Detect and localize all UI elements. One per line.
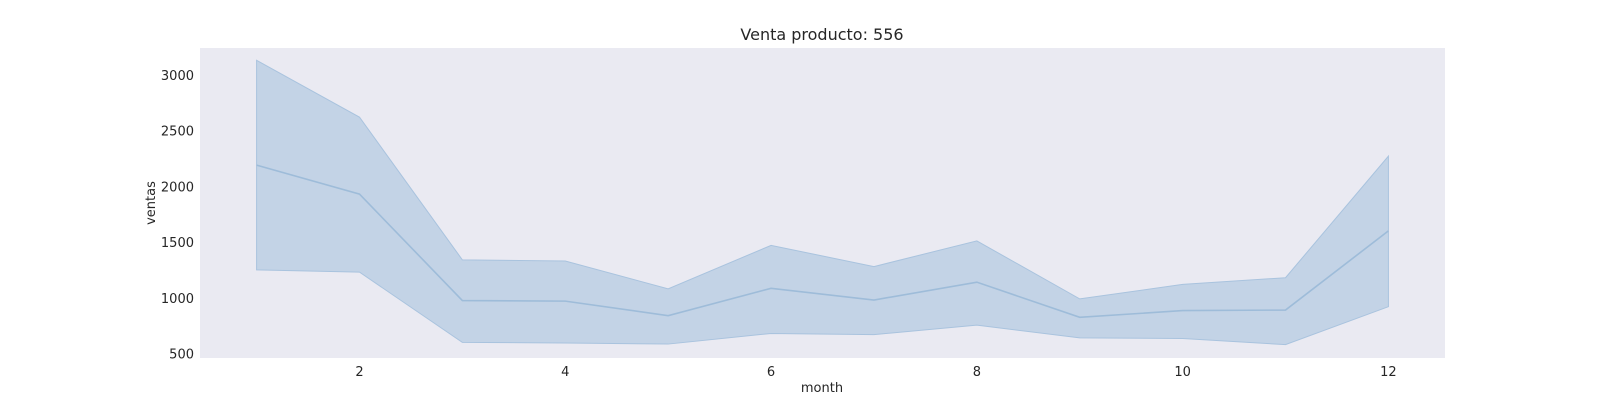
y-axis-label: ventas	[144, 181, 159, 225]
x-tick-label: 12	[1380, 365, 1397, 380]
data-point	[975, 281, 978, 284]
x-tick-labels: 2 4 6 8 10 12	[355, 365, 1396, 380]
data-point	[564, 300, 567, 303]
chart-title: Venta producto: 556	[740, 25, 903, 44]
data-point	[770, 287, 773, 290]
y-tick-label: 3000	[161, 69, 194, 84]
x-tick-label: 6	[767, 365, 775, 380]
data-point	[667, 314, 670, 317]
data-point	[1284, 309, 1287, 312]
data-point	[1181, 309, 1184, 312]
x-tick-label: 4	[561, 365, 569, 380]
x-tick-label: 10	[1174, 365, 1191, 380]
x-tick-label: 2	[355, 365, 363, 380]
line-layer	[255, 164, 1390, 319]
data-point	[1387, 229, 1390, 232]
confidence-band	[256, 59, 1389, 346]
series-line	[256, 164, 1389, 319]
y-tick-label: 500	[169, 348, 194, 363]
x-tick-label: 8	[973, 365, 981, 380]
y-tick-label: 1500	[161, 236, 194, 251]
y-tick-label: 1000	[161, 292, 194, 307]
data-point	[358, 193, 361, 196]
data-point	[872, 299, 875, 302]
y-tick-label: 2500	[161, 125, 194, 140]
y-tick-label: 2000	[161, 180, 194, 195]
x-axis-label: month	[801, 381, 843, 396]
data-point	[255, 164, 258, 167]
confidence-band-layer	[256, 59, 1389, 346]
y-tick-labels: 500 1000 1500 2000 2500 3000	[161, 69, 194, 363]
data-point	[461, 299, 464, 302]
data-point	[1078, 316, 1081, 319]
